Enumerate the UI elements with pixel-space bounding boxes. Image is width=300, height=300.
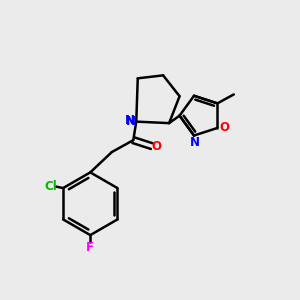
Text: O: O	[219, 122, 229, 134]
Text: N: N	[190, 136, 200, 148]
Text: N: N	[125, 114, 135, 127]
Text: F: F	[86, 241, 94, 254]
Text: O: O	[152, 140, 162, 153]
Text: Cl: Cl	[44, 180, 57, 193]
Text: N: N	[126, 115, 136, 128]
